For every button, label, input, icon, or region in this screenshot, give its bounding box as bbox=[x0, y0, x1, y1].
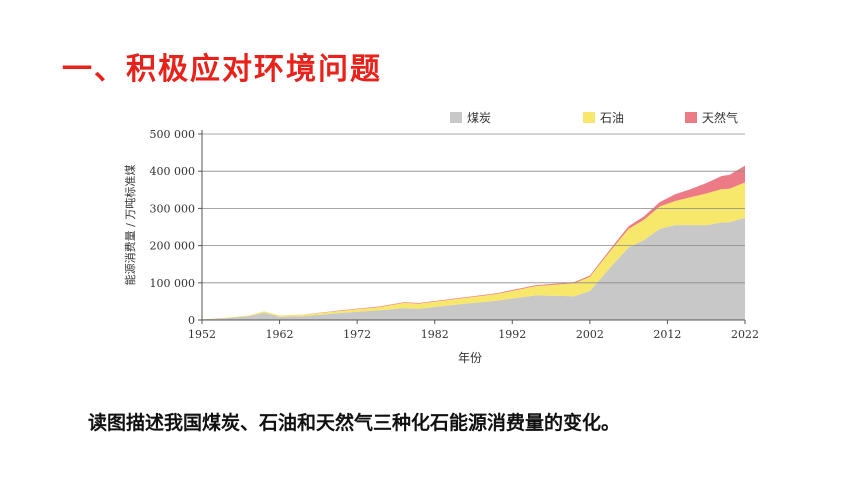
y-tick-label: 500 000 bbox=[150, 128, 196, 141]
y-tick-label: 400 000 bbox=[150, 165, 196, 178]
energy-chart: 0 100 000 200 000 300 000 400 000 500 000 1952… bbox=[120, 100, 770, 370]
legend-coal: 煤炭 bbox=[450, 111, 491, 125]
legend-gas-label: 天然气 bbox=[702, 110, 738, 125]
legend: 煤炭 石油 天然气 bbox=[450, 110, 738, 125]
x-axis-label: 年份 bbox=[458, 351, 482, 365]
x-tick-label: 1972 bbox=[343, 328, 371, 341]
y-axis-label: 能源消费量 / 万吨标准煤 bbox=[123, 165, 137, 286]
y-tick-label: 300 000 bbox=[150, 202, 196, 215]
x-tick-label: 1982 bbox=[421, 328, 449, 341]
x-tick-label: 2022 bbox=[731, 328, 759, 341]
y-tick-label: 0 bbox=[188, 314, 195, 327]
slide-title: 一、积极应对环境问题 bbox=[62, 52, 382, 87]
legend-oil-label: 石油 bbox=[600, 111, 624, 125]
x-tick-label: 1952 bbox=[188, 328, 216, 341]
x-tick-label: 2012 bbox=[653, 328, 681, 341]
y-tick-label: 100 000 bbox=[150, 277, 196, 290]
x-tick-label: 1962 bbox=[266, 328, 294, 341]
chart-svg: 0 100 000 200 000 300 000 400 000 500 000 1952… bbox=[123, 110, 760, 365]
grid-layer bbox=[202, 133, 745, 284]
legend-coal-swatch bbox=[450, 112, 462, 123]
legend-gas-swatch bbox=[685, 112, 697, 123]
area-layer bbox=[202, 165, 745, 320]
x-tick-label: 2002 bbox=[576, 328, 604, 341]
legend-oil: 石油 bbox=[583, 111, 624, 125]
legend-gas: 天然气 bbox=[685, 110, 738, 125]
axes-layer: 0 100 000 200 000 300 000 400 000 500 000 1952… bbox=[150, 128, 760, 341]
x-tick-label: 1992 bbox=[498, 328, 526, 341]
coal-area bbox=[202, 217, 745, 320]
legend-coal-label: 煤炭 bbox=[467, 111, 491, 125]
y-tick-label: 200 000 bbox=[150, 240, 196, 253]
legend-oil-swatch bbox=[583, 112, 595, 123]
question-text: 读图描述我国煤炭、石油和天然气三种化石能源消费量的变化。 bbox=[88, 412, 621, 434]
